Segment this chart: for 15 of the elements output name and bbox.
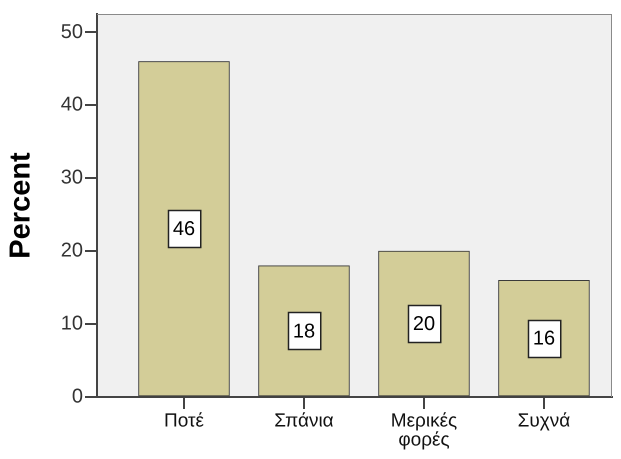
y-tick-label: 10 <box>60 312 83 335</box>
data-label: 18 <box>292 320 316 342</box>
y-axis-title: Percent <box>4 152 36 259</box>
data-label: 16 <box>532 328 556 350</box>
data-label: 20 <box>412 313 436 336</box>
x-tick-label: Ποτέ <box>164 410 205 432</box>
x-tick-label: Συχνά <box>518 410 570 432</box>
y-tick-label: 0 <box>72 386 83 408</box>
y-tick-label: 40 <box>60 94 83 116</box>
y-tick-label: 20 <box>60 240 83 262</box>
y-tick-label: 50 <box>60 20 83 43</box>
x-tick-label: Μερικές φορές <box>390 410 458 451</box>
data-label: 46 <box>172 218 196 240</box>
y-tick-label: 30 <box>60 166 83 189</box>
x-tick-label: Σπάνια <box>274 410 334 432</box>
